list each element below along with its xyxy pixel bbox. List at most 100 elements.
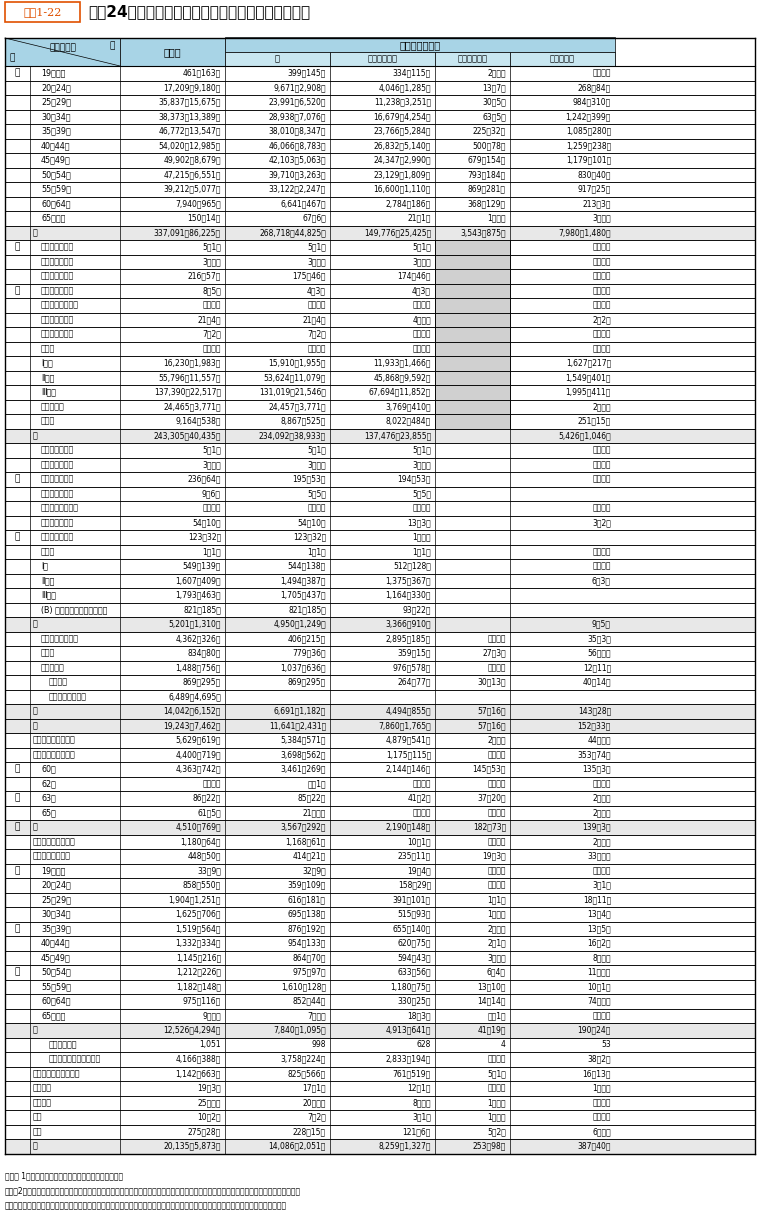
Text: 1（－）: 1（－） [592, 1084, 611, 1092]
Text: 20（－）: 20（－） [302, 1098, 326, 1107]
Text: 2,895（185）: 2,895（185） [386, 634, 431, 644]
Text: 9（－）: 9（－） [202, 1012, 221, 1020]
Text: 4,400（719）: 4,400（719） [176, 750, 221, 759]
Text: 7,940（965）: 7,940（965） [176, 199, 221, 208]
Bar [5, 1008, 755, 1023]
Text: 143（28）: 143（28） [578, 707, 611, 716]
Text: 2（－）: 2（－） [592, 794, 611, 803]
Bar [5, 226, 755, 240]
Text: 414（21）: 414（21） [293, 852, 326, 861]
Text: 全職員: 全職員 [163, 48, 182, 57]
Text: 資料1-22: 資料1-22 [24, 7, 62, 17]
Text: 12（11）: 12（11） [583, 663, 611, 672]
Text: 917（25）: 917（25） [578, 185, 611, 194]
Text: 1,242（399）: 1,242（399） [565, 112, 611, 121]
Bar [225, 51, 615, 66]
Text: 515（93）: 515（93） [397, 909, 431, 919]
Text: 9（5）: 9（5） [592, 619, 611, 629]
Text: 85（22）: 85（22） [298, 794, 326, 803]
Text: 1,375（367）: 1,375（367） [385, 577, 431, 585]
Text: －（－）: －（－） [593, 547, 611, 556]
Text: －（－）: －（－） [487, 750, 506, 759]
Text: －（－）: －（－） [593, 272, 611, 280]
Bar [5, 631, 755, 646]
Bar [5, 429, 755, 442]
Text: 1,051: 1,051 [199, 1040, 221, 1050]
Text: 616（181）: 616（181） [288, 895, 326, 904]
Bar [5, 284, 755, 297]
Bar [435, 269, 510, 284]
Text: 679（154）: 679（154） [467, 156, 506, 165]
Text: 2（2）: 2（2） [592, 316, 611, 324]
Bar [5, 965, 755, 980]
Bar [330, 51, 435, 66]
Bar [5, 356, 755, 371]
Text: Ⅰ種: Ⅰ種 [41, 562, 48, 570]
Text: 2　「特・地・公等」とは、特別職に属する職、地方公務員の職、特定独立行政法人以外の独立行政法人に属する職、国立大学法人又は: 2 「特・地・公等」とは、特別職に属する職、地方公務員の職、特定独立行政法人以外… [5, 1186, 301, 1196]
Text: （注） 1　各項目右側の（　）内は女性の内数を示す。: （注） 1 各項目右側の（ ）内は女性の内数を示す。 [5, 1171, 123, 1180]
Text: 一般職（社会人）: 一般職（社会人） [41, 301, 79, 310]
Text: 975（116）: 975（116） [182, 997, 221, 1006]
Text: 一般職（高卒）: 一般職（高卒） [41, 489, 74, 499]
Text: 779（36）: 779（36） [293, 649, 326, 658]
Text: 総合職（大卒）: 総合職（大卒） [41, 461, 74, 469]
Text: 123（32）: 123（32） [188, 533, 221, 541]
Bar [5, 777, 755, 791]
Text: 213（3）: 213（3） [582, 199, 611, 208]
Text: 158（29）: 158（29） [397, 881, 431, 890]
Text: 13（5）: 13（5） [587, 924, 611, 934]
Text: 268,718（44,825）: 268,718（44,825） [259, 228, 326, 238]
Text: 23,129（1,809）: 23,129（1,809） [374, 171, 431, 179]
Bar [435, 284, 510, 297]
Text: 目: 目 [109, 41, 115, 50]
Text: 4,879（541）: 4,879（541） [385, 736, 431, 745]
Text: 在: 在 [14, 68, 21, 78]
Text: －（－）: －（－） [202, 301, 221, 310]
Text: 67,694（11,852）: 67,694（11,852） [369, 388, 431, 396]
Text: 総合職（院卒）: 総合職（院卒） [41, 446, 74, 455]
Text: 45,868（9,592）: 45,868（9,592） [373, 373, 431, 383]
Text: 56（－）: 56（－） [587, 649, 611, 658]
Text: 4: 4 [501, 1040, 506, 1050]
Text: 135（3）: 135（3） [582, 764, 611, 774]
Text: 年: 年 [14, 794, 21, 803]
Text: 1（1）: 1（1） [487, 895, 506, 904]
Text: 3,461（269）: 3,461（269） [280, 764, 326, 774]
Bar [5, 560, 755, 573]
Text: 25（－）: 25（－） [198, 1098, 221, 1107]
Text: 計: 計 [33, 228, 38, 238]
Text: －（－）: －（－） [593, 243, 611, 252]
Bar [5, 1023, 755, 1037]
Text: 死亡: 死亡 [33, 1128, 43, 1136]
Text: 448（50）: 448（50） [188, 852, 221, 861]
Text: 17,209（9,180）: 17,209（9,180） [163, 83, 221, 93]
Text: 19歳以下: 19歳以下 [41, 68, 65, 78]
Text: 243,305（40,435）: 243,305（40,435） [154, 432, 221, 440]
Text: 25～29歳: 25～29歳 [41, 98, 71, 107]
Text: Ⅰ種等: Ⅰ種等 [41, 358, 52, 368]
Text: －（－）: －（－） [487, 881, 506, 890]
Text: 一般職（大卒）: 一般職（大卒） [41, 272, 74, 280]
Text: 17（1）: 17（1） [302, 1084, 326, 1092]
Text: －（－）: －（－） [593, 1113, 611, 1121]
Text: 1,164（330）: 1,164（330） [385, 591, 431, 600]
Bar [5, 863, 755, 878]
Text: 19（4）: 19（4） [407, 867, 431, 875]
Text: 251（15）: 251（15） [578, 417, 611, 425]
Text: 11（－）: 11（－） [587, 968, 611, 976]
Text: 11,238（3,251）: 11,238（3,251） [374, 98, 431, 107]
Text: －（－）: －（－） [487, 779, 506, 789]
Text: 5（1）: 5（1） [412, 446, 431, 455]
Text: 8（－）: 8（－） [592, 953, 611, 962]
Bar [435, 240, 510, 255]
Bar [5, 848, 755, 863]
Text: 1,705（437）: 1,705（437） [280, 591, 326, 600]
Text: 2（1）: 2（1） [487, 939, 506, 947]
Text: 60～64歳: 60～64歳 [41, 997, 71, 1006]
Text: 869（295）: 869（295） [288, 678, 326, 686]
Text: 26,832（5,140）: 26,832（5,140） [374, 141, 431, 150]
Text: 40～44歳: 40～44歳 [41, 939, 71, 947]
Text: 者: 者 [14, 286, 21, 295]
Text: 57（16）: 57（16） [477, 722, 506, 730]
Text: 5,201（1,310）: 5,201（1,310） [169, 619, 221, 629]
